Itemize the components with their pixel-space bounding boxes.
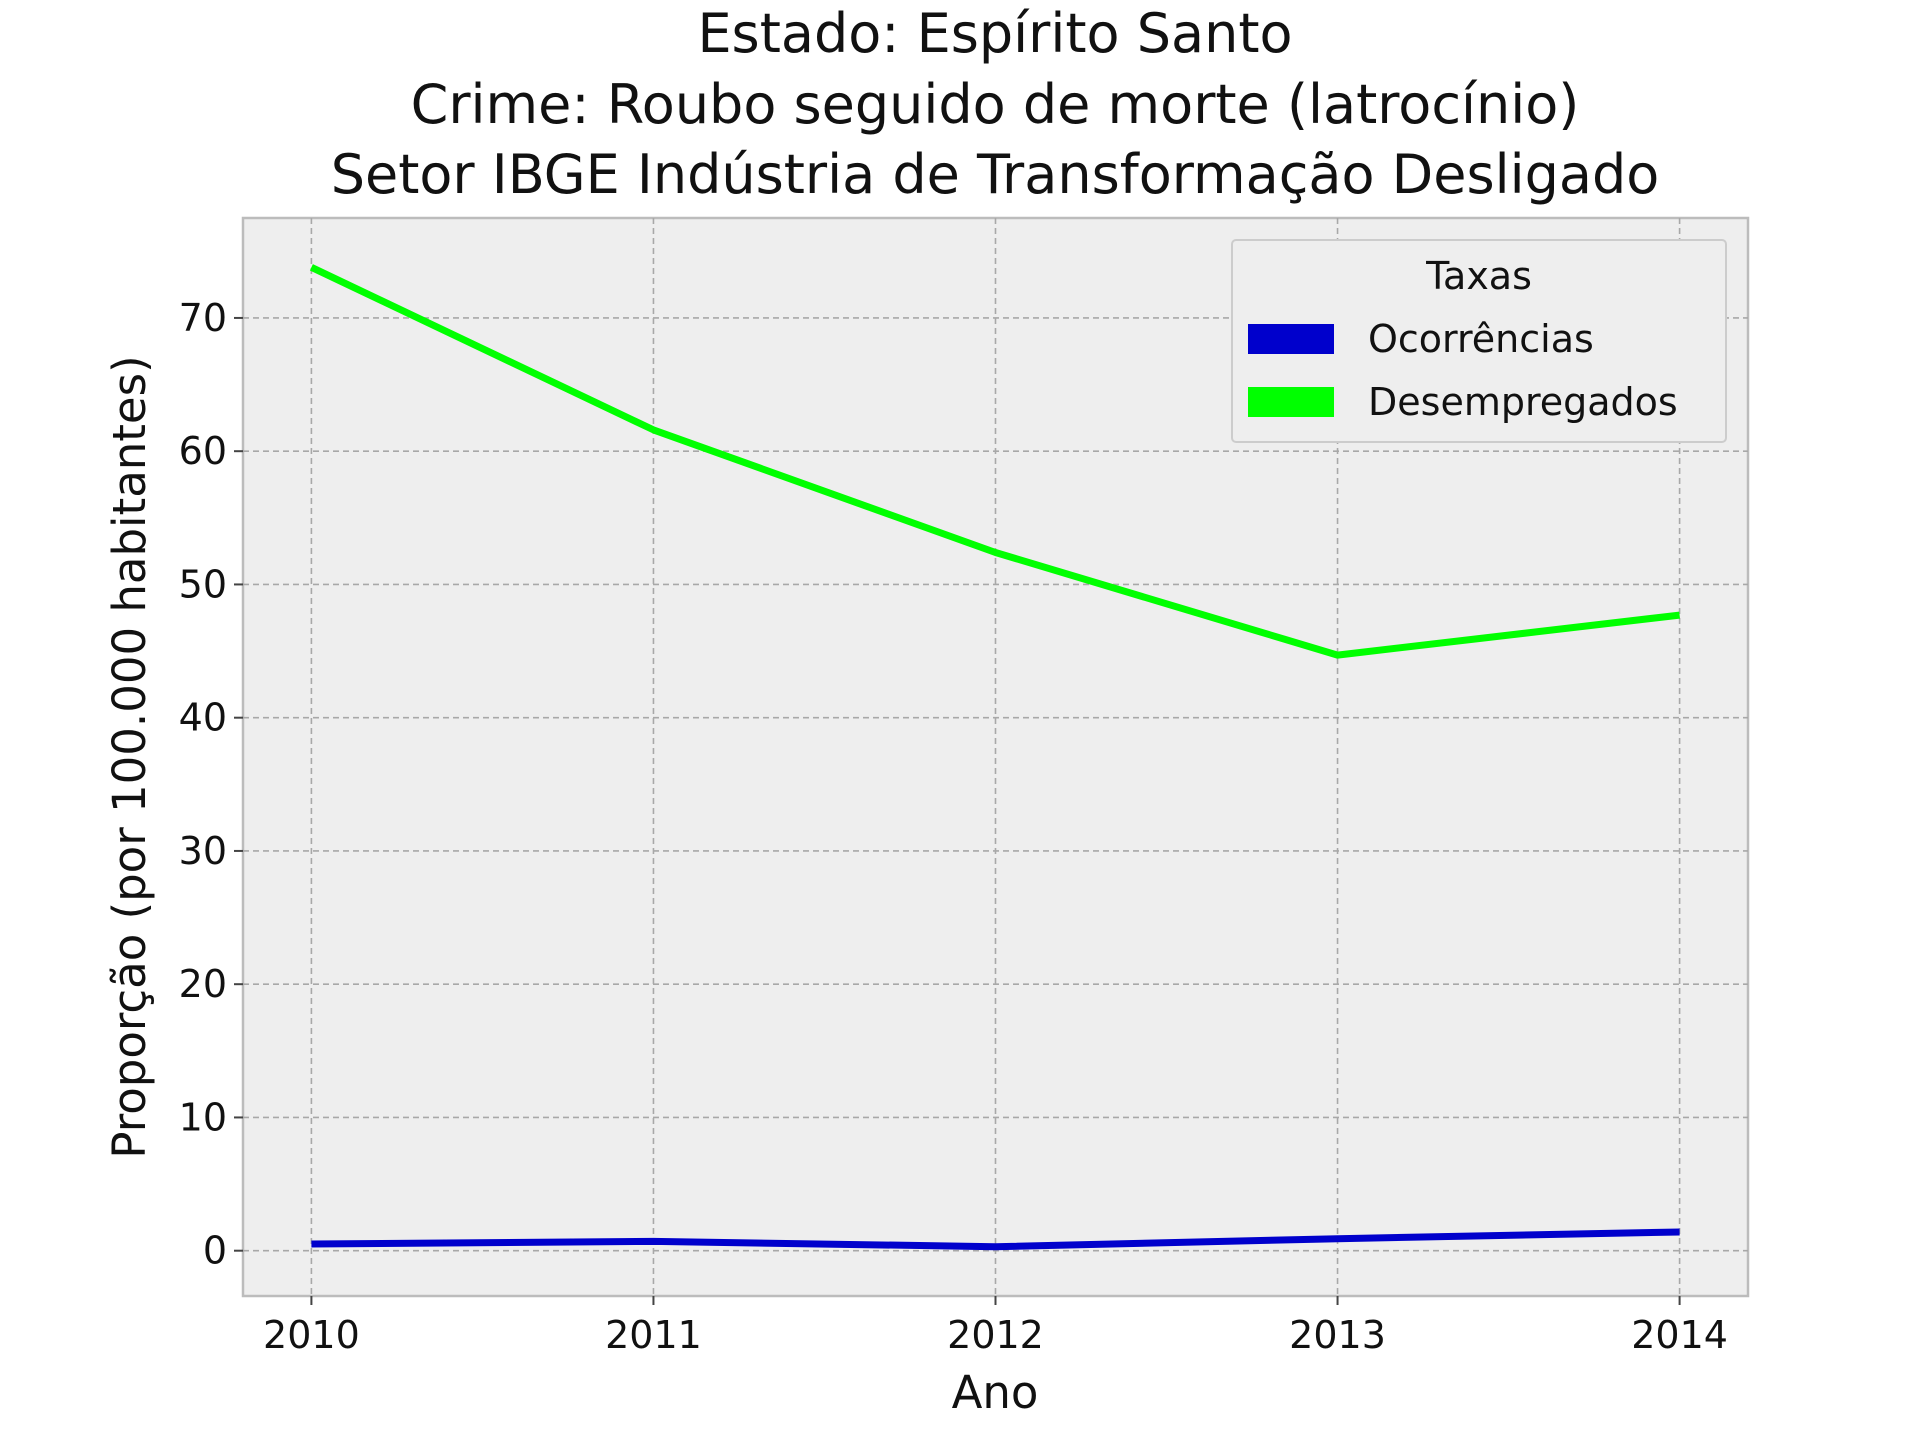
legend-label-ocorrencias: Ocorrências [1368,317,1594,361]
y-tick-label: 40 [179,696,227,740]
y-axis-label: Proporção (por 100.000 habitantes) [103,355,156,1158]
y-tick-label: 0 [203,1229,227,1273]
series-lines [309,264,1681,1251]
y-tick-label: 20 [179,962,227,1006]
x-tick-label: 2013 [1289,1313,1386,1357]
y-tick-label: 70 [179,296,227,340]
series-line-ocorrencias [311,1228,1680,1251]
legend-swatch-desempregados [1248,387,1334,417]
chart-title: Estado: Espírito Santo Crime: Roubo segu… [331,2,1660,206]
grid [243,218,1748,1296]
x-axis-label: Ano [952,1366,1039,1419]
x-tick-label: 2012 [947,1313,1044,1357]
y-tick-label: 30 [179,829,227,873]
legend-title: Taxas [1425,254,1532,298]
legend-frame [1231,239,1727,443]
x-tick-label: 2011 [605,1313,702,1357]
legend-swatch-ocorrencias [1248,324,1334,354]
y-tick-label: 50 [179,562,227,606]
legend-label-desempregados: Desempregados [1368,380,1678,424]
axis-ticks: 2010 2011 2012 2013 2014 0 10 20 30 40 50 60 70 [179,296,1728,1357]
series-line-desempregados [309,264,1681,659]
legend: Taxas Ocorrências Desempregados [1231,239,1727,443]
title-line-1: Estado: Espírito Santo [697,2,1292,65]
y-tick-label: 60 [179,429,227,473]
y-tick-label: 10 [179,1095,227,1139]
x-tick-label: 2014 [1631,1313,1728,1357]
title-line-3: Setor IBGE Indústria de Transformação De… [331,143,1660,206]
title-line-2: Crime: Roubo seguido de morte (latrocíni… [411,73,1580,136]
x-tick-label: 2010 [263,1313,360,1357]
